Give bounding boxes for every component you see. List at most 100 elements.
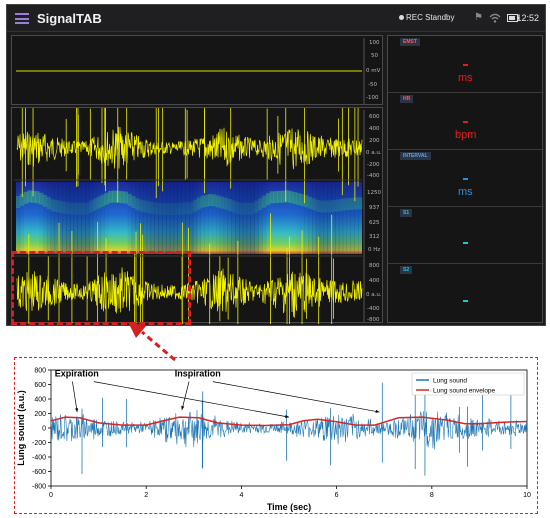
wifi-icon [489, 13, 501, 23]
spectrogram-column [238, 182, 244, 254]
spectrogram-column [58, 182, 63, 254]
spectrogram-column [189, 182, 194, 254]
spectrogram-highlight [19, 193, 25, 206]
spectrogram-column [100, 182, 105, 254]
spectrogram-highlight [254, 200, 259, 213]
spectrogram-highlight [269, 191, 275, 204]
annotation-arrowhead [375, 409, 380, 413]
y-axis-label: Lung sound (a.u.) [16, 390, 26, 466]
metric-s1[interactable]: S1 [388, 207, 544, 264]
spectrogram-column [262, 182, 267, 254]
spectrogram-highlight [154, 202, 159, 215]
rec-status[interactable]: REC Standby [406, 13, 455, 22]
spectrogram-highlight [277, 190, 282, 203]
bell-icon[interactable]: ⚑ [474, 12, 483, 23]
y-tick-label: 0 [42, 426, 46, 433]
metric-title: S2 [400, 266, 413, 274]
y-tick-label: 600 [34, 382, 46, 389]
ecg-plot [16, 38, 365, 104]
spectrogram-column [223, 182, 228, 254]
spectrogram-highlight [23, 191, 29, 204]
spectrogram-highlight [281, 190, 286, 203]
battery-icon [507, 14, 519, 22]
spectrogram-highlight [335, 199, 340, 212]
spectrogram-column [104, 182, 109, 254]
spectrogram-highlight [342, 198, 348, 211]
spectrogram-column [304, 182, 309, 254]
metric-title: INTERVAL [400, 152, 431, 160]
spectrogram-column [208, 182, 213, 254]
annotation-arrow [181, 381, 190, 410]
spectrogram-highlight [39, 192, 44, 205]
spectrogram-highlight [315, 199, 321, 212]
zoom-tick: 0 a.u. [366, 292, 382, 298]
spectrogram-highlight [173, 203, 178, 216]
spectrogram-highlight [181, 202, 186, 215]
spectrogram-highlight [96, 196, 102, 209]
spectrogram-highlight [196, 197, 202, 210]
metric-value [463, 242, 468, 244]
spectrogram-highlight [358, 197, 363, 210]
spectrogram-highlight [200, 195, 205, 208]
ecg-panel[interactable]: 100 50 0 mV -50 -100 [11, 35, 383, 105]
spectrogram-highlight [50, 199, 55, 212]
lung-sound-trace [16, 108, 363, 204]
sound-panel[interactable]: 600 400 200 0 a.u. -200 -400 1250 937 62… [11, 107, 383, 324]
spectrogram-highlight [58, 200, 63, 213]
spectrogram-column [154, 182, 159, 254]
x-tick-label: 4 [239, 492, 243, 499]
spectrogram-column [54, 182, 59, 254]
metric-hr[interactable]: HR bpm [388, 93, 544, 150]
spectrogram-column [335, 182, 340, 254]
spectrogram-highlight [112, 190, 117, 203]
spectrogram-highlight [16, 195, 21, 208]
spectrogram-highlight [308, 196, 313, 209]
spectrogram-column [139, 182, 144, 254]
metric-title: HR [400, 95, 414, 103]
x-tick-label: 10 [523, 492, 531, 499]
spectrogram-highlight [212, 194, 217, 207]
spectrogram-column [204, 182, 209, 254]
metric-s2[interactable]: S2 [388, 264, 544, 322]
spectrogram-highlight [127, 193, 132, 206]
y-tick-label: -200 [32, 440, 46, 447]
spectrogram-column [312, 182, 317, 254]
spectrogram-highlight [81, 202, 86, 215]
x-axis-label: Time (sec) [267, 502, 311, 512]
spectrogram-column [338, 182, 344, 254]
zoom-tick: -800 [367, 317, 380, 323]
legend-label: Lung sound envelope [433, 388, 496, 395]
spectrogram-column [300, 182, 305, 254]
spectrogram-highlight [285, 190, 290, 203]
legend-label: Lung sound [433, 378, 467, 385]
legend: Lung sound Lung sound envelope [411, 372, 525, 396]
metric-interval[interactable]: INTERVAL ms [388, 150, 544, 207]
spectrogram-column [246, 182, 252, 254]
series-lung-sound [50, 409, 528, 450]
spectrogram-highlight [135, 198, 140, 211]
spectrogram-highlight [123, 191, 128, 204]
spectrogram-column [323, 182, 328, 254]
sound-tick: 0 a.u. [366, 150, 382, 156]
spectrogram-column [327, 182, 332, 254]
zoom-tick: 400 [369, 278, 380, 284]
spectrogram-column [350, 182, 355, 254]
spectrogram-highlight [189, 202, 194, 215]
lung-sound-zoom-trace [16, 213, 363, 324]
ecg-tick: -50 [368, 82, 377, 88]
spectrogram-column [235, 182, 240, 254]
sound-tick: 400 [369, 126, 380, 132]
zoom-tick: 800 [369, 263, 380, 269]
spectrogram-column [181, 182, 186, 254]
spectrogram-column [89, 182, 94, 254]
metric-emst[interactable]: EMST ms [388, 36, 544, 93]
y-tick-label: 200 [34, 411, 46, 418]
spectrogram-highlight [346, 198, 351, 211]
y-tick-label: -400 [32, 455, 46, 462]
menu-icon[interactable] [15, 13, 29, 24]
lung-sound-chart-frame: 0 2 4 6 8 10 800 600 400 200 0 -200 -400 -600 -800 Time… [14, 357, 538, 514]
spectrogram-highlight [31, 190, 36, 203]
spectrogram-column [19, 182, 25, 254]
spectrogram-tick: 625 [369, 220, 380, 226]
spectrogram-column [358, 182, 363, 254]
